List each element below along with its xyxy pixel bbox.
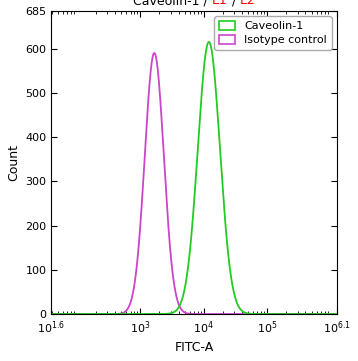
Text: /: / [228, 0, 240, 7]
Text: Caveolin-1 /: Caveolin-1 / [133, 0, 212, 7]
Y-axis label: Count: Count [7, 144, 20, 181]
Text: E2: E2 [240, 0, 256, 7]
Legend: Caveolin-1, Isotype control: Caveolin-1, Isotype control [214, 17, 332, 49]
Text: E1: E1 [212, 0, 228, 7]
X-axis label: FITC-A: FITC-A [175, 341, 214, 354]
